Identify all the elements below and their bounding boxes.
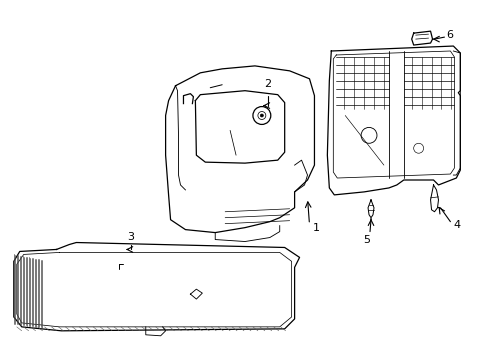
Text: 4: 4 [452,220,460,230]
Text: 1: 1 [312,222,319,233]
Text: 2: 2 [264,79,271,89]
Text: 3: 3 [127,231,134,242]
Text: 6: 6 [446,30,452,40]
Text: 5: 5 [363,235,370,244]
Circle shape [260,114,263,117]
